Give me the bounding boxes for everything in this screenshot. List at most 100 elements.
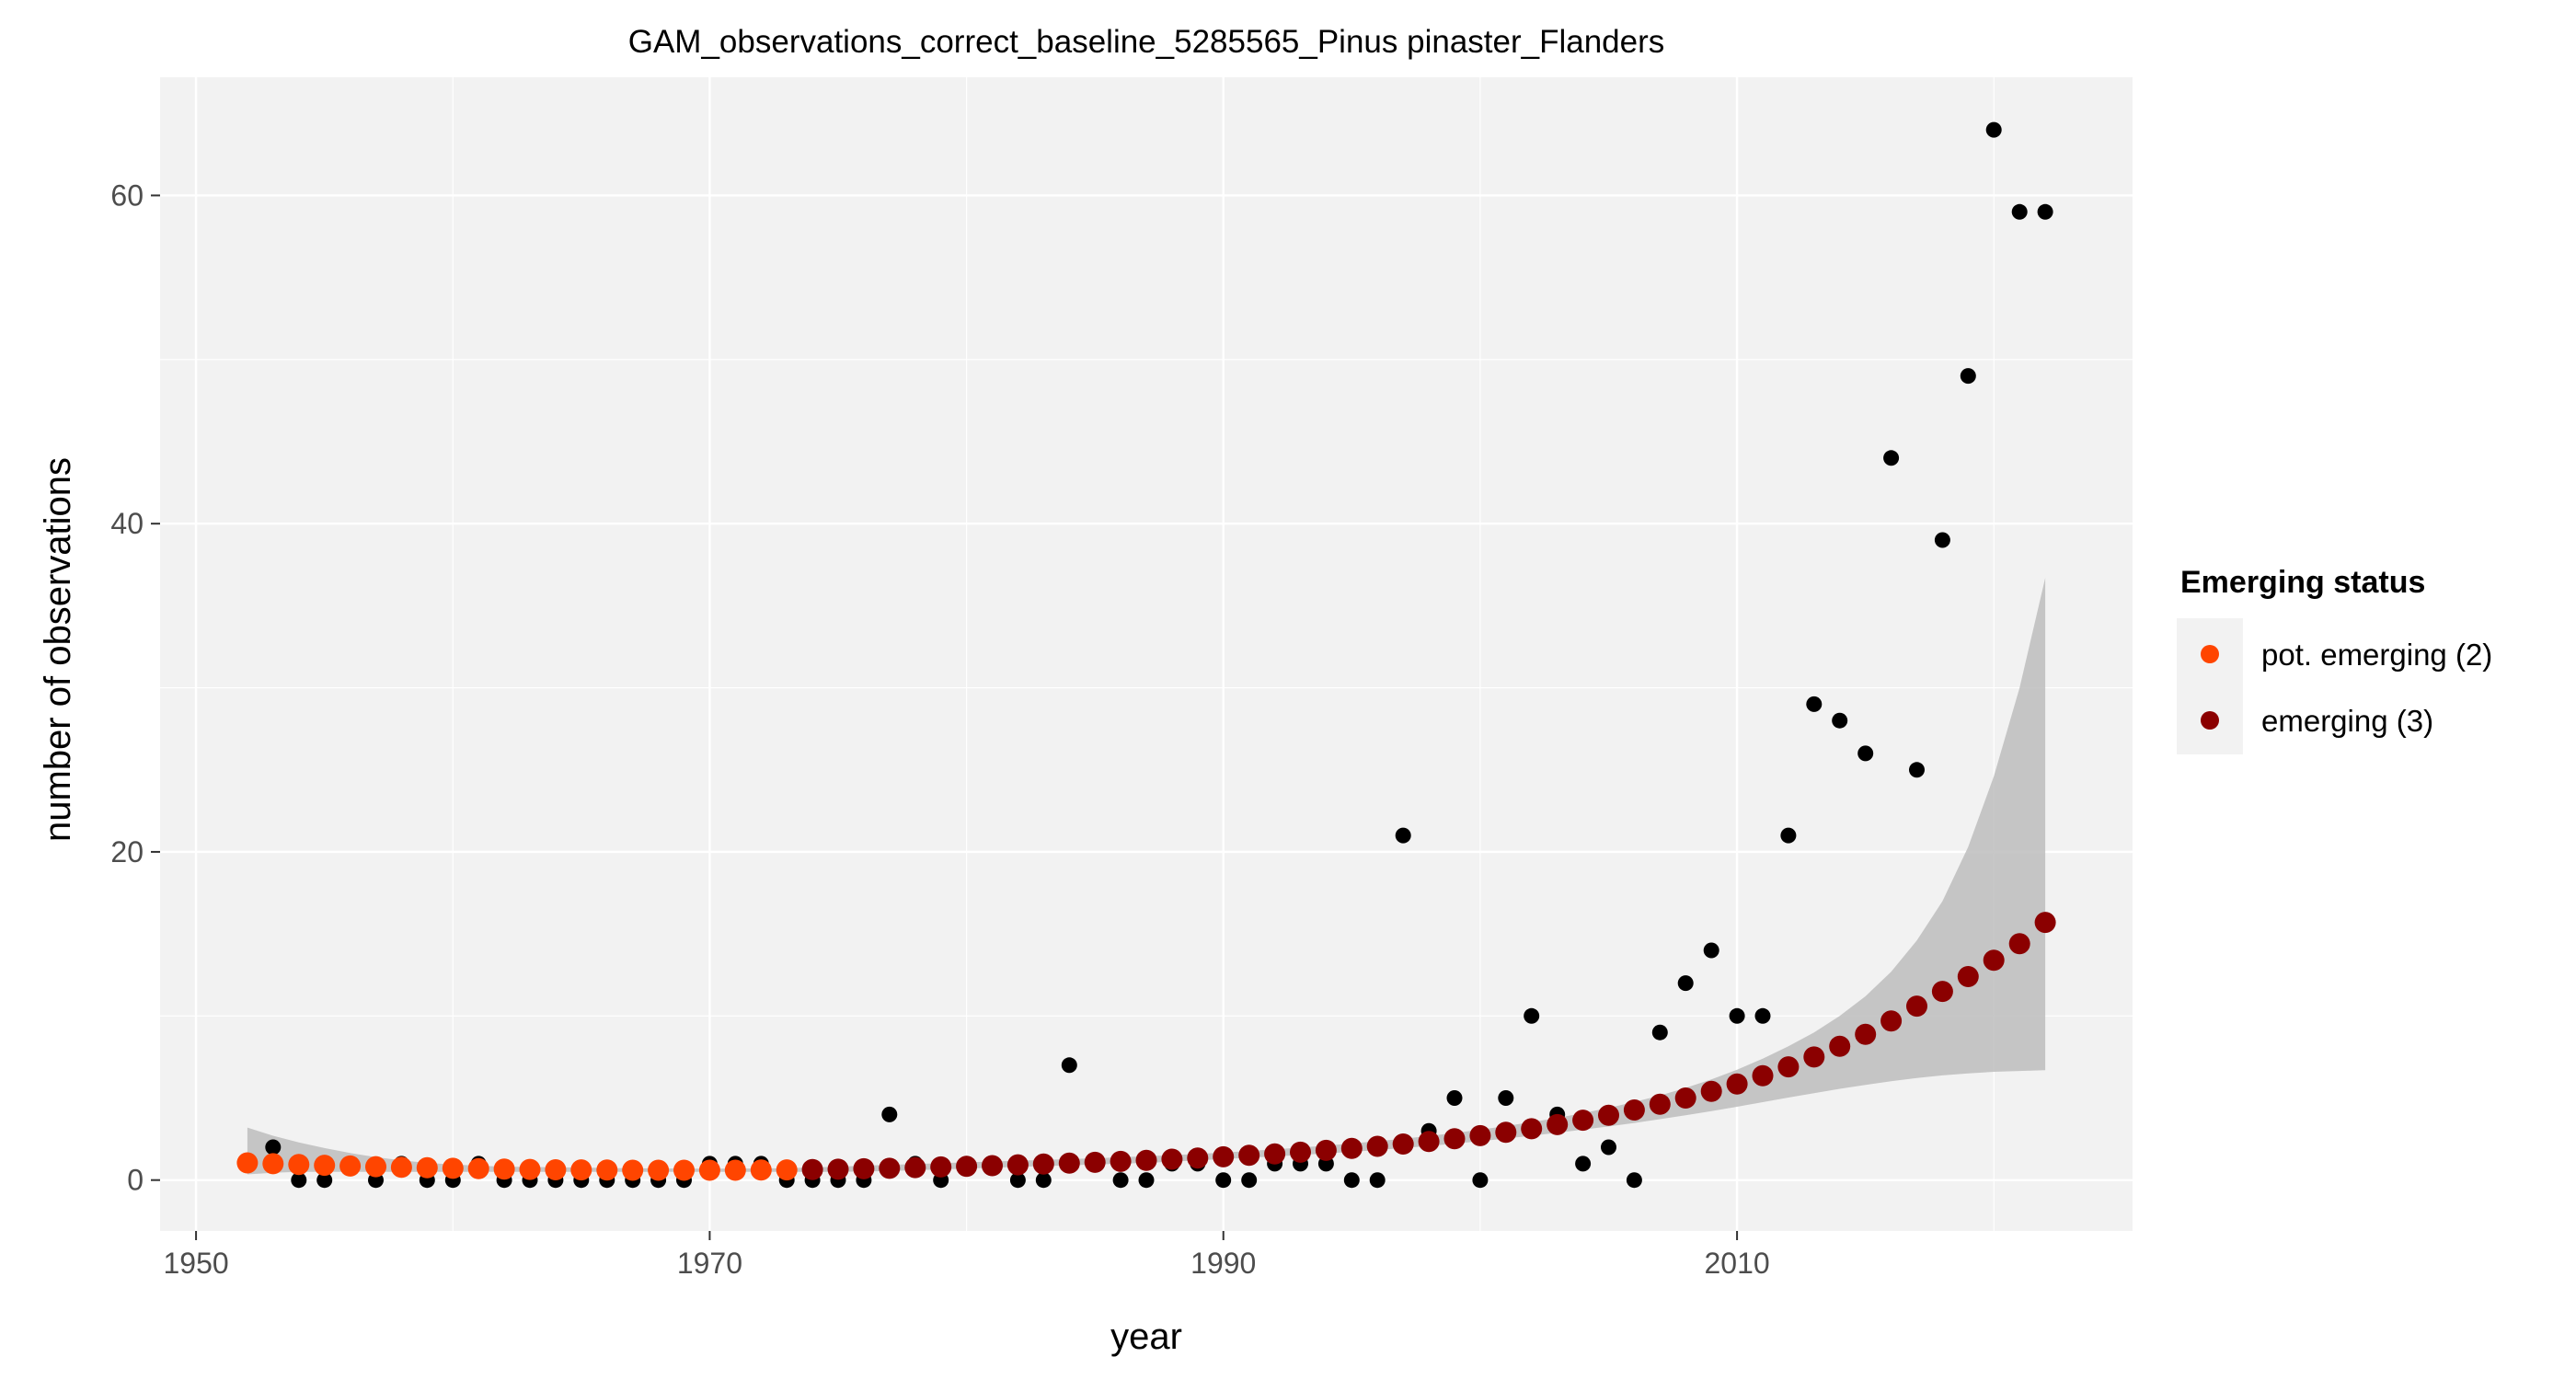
fitted-point xyxy=(930,1156,952,1178)
observation-point xyxy=(1601,1139,1616,1156)
observation-point xyxy=(1729,1007,1745,1024)
y-tick-label: 20 xyxy=(110,835,144,868)
fitted-point xyxy=(493,1158,515,1180)
fitted-point xyxy=(1392,1133,1414,1155)
fitted-point xyxy=(1418,1131,1440,1153)
fitted-point xyxy=(1110,1150,1132,1172)
fitted-point xyxy=(1290,1141,1311,1163)
fitted-point xyxy=(698,1159,720,1181)
fitted-point xyxy=(1906,995,1927,1018)
fitted-point xyxy=(545,1159,567,1180)
x-tick-label: 1990 xyxy=(1190,1247,1256,1280)
x-tick-label: 2010 xyxy=(1704,1247,1769,1280)
fitted-point xyxy=(1084,1151,1106,1173)
fitted-point xyxy=(724,1159,746,1181)
observation-point xyxy=(1009,1172,1026,1189)
observation-point xyxy=(1883,450,1900,466)
observation-point xyxy=(1138,1172,1155,1189)
fitted-point xyxy=(1931,981,1953,1003)
fitted-point xyxy=(1598,1104,1619,1126)
observation-point xyxy=(1832,712,1848,729)
fitted-point xyxy=(1315,1139,1337,1161)
fitted-point xyxy=(1855,1023,1877,1045)
fitted-point xyxy=(339,1155,362,1177)
observation-point xyxy=(1626,1172,1642,1189)
fitted-point xyxy=(982,1155,1003,1177)
fitted-point xyxy=(1957,966,1979,987)
observation-point xyxy=(1780,827,1797,844)
fitted-point xyxy=(776,1159,798,1181)
fitted-point xyxy=(904,1156,926,1179)
observation-point xyxy=(1524,1007,1540,1024)
observation-point xyxy=(1754,1007,1771,1024)
legend: Emerging status pot. emerging (2) emergi… xyxy=(2177,565,2492,754)
fitted-point xyxy=(1213,1145,1235,1167)
fitted-point xyxy=(1135,1149,1157,1171)
fitted-point xyxy=(262,1153,284,1175)
fitted-point xyxy=(1366,1135,1388,1157)
fitted-point xyxy=(1700,1080,1722,1102)
fitted-point xyxy=(1238,1144,1260,1167)
y-axis-title: number of observations xyxy=(38,457,78,842)
fitted-point xyxy=(1340,1137,1363,1159)
fitted-point xyxy=(1264,1143,1286,1165)
fitted-point xyxy=(853,1157,875,1179)
fitted-point xyxy=(1572,1110,1594,1132)
fitted-point xyxy=(1880,1010,1903,1032)
observation-point xyxy=(1857,745,1874,762)
legend-label-emerging: emerging (3) xyxy=(2261,704,2433,738)
observation-point xyxy=(2037,203,2053,220)
legend-label-pot-emerging: pot. emerging (2) xyxy=(2261,638,2492,672)
observation-point xyxy=(2011,203,2028,220)
fitted-point xyxy=(956,1156,978,1178)
observation-point xyxy=(1498,1090,1514,1106)
fitted-point xyxy=(1674,1087,1696,1109)
legend-title: Emerging status xyxy=(2180,565,2425,600)
y-tick-label: 0 xyxy=(127,1164,144,1197)
fitted-point xyxy=(365,1156,386,1178)
fitted-point xyxy=(1495,1121,1517,1144)
observation-point xyxy=(1369,1172,1386,1189)
fitted-point xyxy=(1161,1148,1183,1170)
fitted-point xyxy=(416,1156,438,1179)
observation-point xyxy=(1241,1172,1258,1189)
observation-point xyxy=(1575,1156,1592,1172)
fitted-point xyxy=(2034,912,2056,934)
fitted-point xyxy=(1803,1046,1825,1068)
fitted-point xyxy=(1469,1124,1491,1146)
fitted-point xyxy=(2008,933,2030,955)
observation-point xyxy=(1061,1057,1077,1074)
observation-point xyxy=(1343,1172,1360,1189)
y-tick-label: 40 xyxy=(110,507,144,540)
observation-point xyxy=(1035,1172,1052,1189)
fitted-point xyxy=(288,1154,310,1176)
fitted-point xyxy=(879,1157,901,1179)
observation-point xyxy=(291,1172,307,1189)
legend-key-pot-emerging xyxy=(2201,645,2219,663)
fitted-point xyxy=(673,1159,695,1181)
y-tick-label: 60 xyxy=(110,178,144,212)
fitted-point xyxy=(1726,1073,1748,1095)
fitted-point xyxy=(1521,1118,1543,1140)
y-axis-ticks: 0 20 40 60 xyxy=(110,178,160,1197)
plot-title: GAM_observations_correct_baseline_528556… xyxy=(628,24,1665,60)
observation-point xyxy=(1960,368,1976,385)
fitted-point xyxy=(519,1158,541,1180)
observation-point xyxy=(1677,975,1694,992)
fitted-point xyxy=(467,1157,489,1179)
fitted-point xyxy=(1829,1035,1851,1057)
fitted-point xyxy=(1777,1056,1800,1078)
fitted-point xyxy=(648,1159,670,1181)
observation-point xyxy=(1934,532,1950,548)
fitted-point xyxy=(314,1155,336,1177)
fitted-point xyxy=(801,1158,823,1180)
fitted-point xyxy=(1752,1064,1774,1087)
legend-key-emerging xyxy=(2201,711,2219,730)
observation-point xyxy=(1985,121,2002,138)
legend-key-background xyxy=(2177,618,2243,754)
fitted-point xyxy=(1649,1093,1671,1115)
fitted-point xyxy=(1006,1154,1029,1176)
observation-point xyxy=(1651,1024,1668,1041)
x-tick-label: 1950 xyxy=(163,1247,228,1280)
fitted-point xyxy=(622,1159,644,1181)
